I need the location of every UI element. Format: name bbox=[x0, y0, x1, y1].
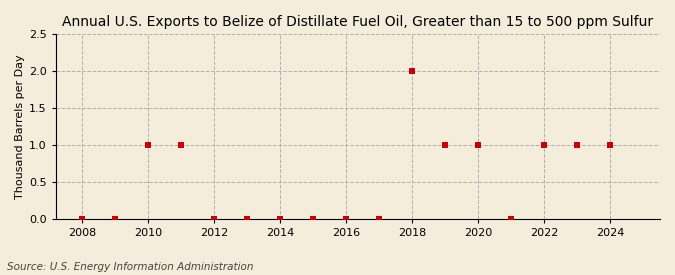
Point bbox=[176, 143, 187, 147]
Point bbox=[308, 217, 319, 221]
Point bbox=[506, 217, 517, 221]
Point bbox=[605, 143, 616, 147]
Point bbox=[110, 217, 121, 221]
Text: Source: U.S. Energy Information Administration: Source: U.S. Energy Information Administ… bbox=[7, 262, 253, 272]
Point bbox=[440, 143, 451, 147]
Y-axis label: Thousand Barrels per Day: Thousand Barrels per Day bbox=[15, 54, 25, 199]
Point bbox=[374, 217, 385, 221]
Point bbox=[539, 143, 550, 147]
Point bbox=[341, 217, 352, 221]
Point bbox=[77, 217, 88, 221]
Point bbox=[143, 143, 154, 147]
Point bbox=[407, 69, 418, 73]
Point bbox=[473, 143, 484, 147]
Point bbox=[209, 217, 220, 221]
Point bbox=[572, 143, 583, 147]
Title: Annual U.S. Exports to Belize of Distillate Fuel Oil, Greater than 15 to 500 ppm: Annual U.S. Exports to Belize of Distill… bbox=[62, 15, 653, 29]
Point bbox=[275, 217, 286, 221]
Point bbox=[242, 217, 253, 221]
